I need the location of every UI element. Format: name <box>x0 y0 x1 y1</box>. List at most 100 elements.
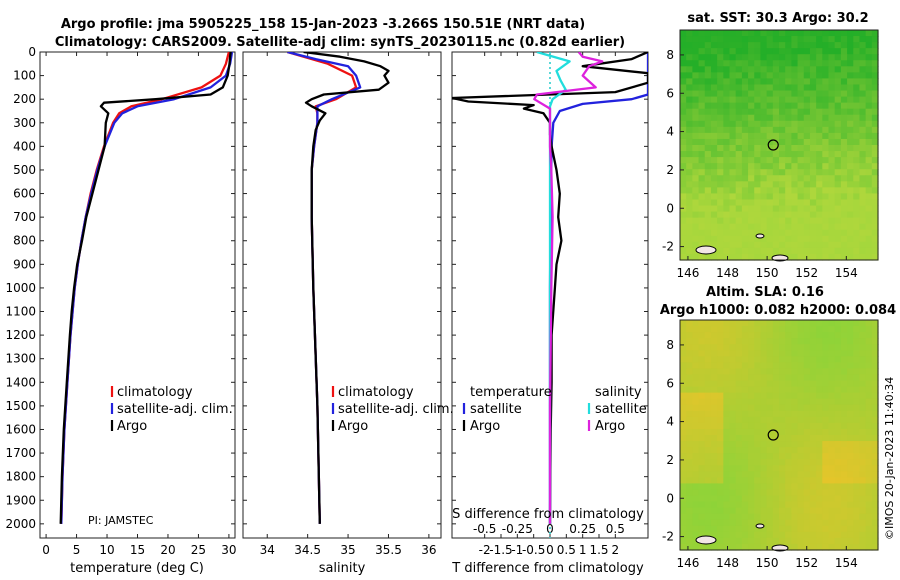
map-cell <box>847 501 854 509</box>
map-cell <box>692 211 700 219</box>
map-cell <box>853 507 861 515</box>
map-cell <box>847 145 854 152</box>
map-cell <box>741 543 749 551</box>
map-cell <box>735 90 743 98</box>
map-cell <box>797 525 805 533</box>
map-cell <box>680 229 687 237</box>
map-cell <box>704 320 712 327</box>
map-cell <box>840 205 848 213</box>
map-cell <box>853 356 861 363</box>
map-cell <box>692 120 700 128</box>
map-cell <box>686 447 693 454</box>
sst-map-frame <box>679 29 879 261</box>
map-cell <box>822 247 830 255</box>
map-cell <box>803 151 811 158</box>
map-cell <box>748 205 755 213</box>
map-cell <box>785 441 792 448</box>
map-cell <box>785 78 792 86</box>
map-cell <box>748 114 755 122</box>
map-cell <box>772 199 780 207</box>
map-cell <box>834 404 842 412</box>
map-cell <box>772 108 780 116</box>
map-cell <box>754 187 762 195</box>
map-cell <box>741 374 749 382</box>
map-cell <box>748 30 755 37</box>
map-cell <box>680 223 687 231</box>
map-cell <box>865 48 873 55</box>
map-cell <box>704 84 712 92</box>
map-cell <box>692 30 700 37</box>
map-cell <box>717 181 724 188</box>
map-cell <box>797 96 805 104</box>
map-cell <box>766 392 774 400</box>
map-cell <box>741 386 749 394</box>
map-cell <box>704 223 712 231</box>
map-cell <box>698 54 706 61</box>
map-cell <box>704 241 712 249</box>
map-cell <box>723 138 731 146</box>
map-cell <box>865 145 873 152</box>
map-cell <box>834 519 842 527</box>
map-cell <box>822 108 830 116</box>
map-cell <box>692 175 700 182</box>
map-cell <box>779 102 786 110</box>
map-cell <box>865 447 873 454</box>
map-cell <box>809 410 817 418</box>
map-cell <box>748 543 755 551</box>
map-cell <box>847 90 854 98</box>
map-cell <box>729 380 737 388</box>
map-cell <box>785 96 792 104</box>
map-cell <box>692 519 700 527</box>
map-cell <box>797 181 805 188</box>
map-cell <box>760 543 768 551</box>
map-cell <box>803 90 811 98</box>
map-cell <box>871 42 879 49</box>
map-cell <box>809 114 817 122</box>
map-cell <box>723 374 731 382</box>
map-cell <box>710 175 718 182</box>
map-cell <box>816 151 823 158</box>
map-cell <box>840 531 848 539</box>
map-cell <box>828 495 836 503</box>
island-outline <box>695 535 717 545</box>
map-cell <box>803 193 811 201</box>
map-cell <box>803 120 811 128</box>
map-cell <box>698 126 706 134</box>
map-cell <box>686 495 693 503</box>
map-cell <box>748 132 755 140</box>
map-cell <box>735 126 743 134</box>
map-cell <box>735 453 743 460</box>
map-cell <box>859 531 867 539</box>
map-cell <box>779 78 786 86</box>
map-cell <box>686 90 693 98</box>
map-cell <box>840 435 848 442</box>
map-cell <box>822 465 830 472</box>
map-cell <box>754 151 762 158</box>
map-cell <box>791 332 799 339</box>
map-cell <box>834 410 842 418</box>
map-cell <box>865 247 873 255</box>
map-cell <box>853 84 861 92</box>
map-cell <box>754 60 762 67</box>
map-cell <box>791 175 799 182</box>
map-cell <box>791 211 799 219</box>
map-cell <box>760 181 768 188</box>
map-cell <box>809 108 817 116</box>
map-cell <box>766 241 774 249</box>
map-cell <box>840 380 848 388</box>
map-cell <box>853 392 861 400</box>
map-cell <box>847 72 854 80</box>
map-cell <box>772 132 780 140</box>
map-cell <box>871 181 879 188</box>
map-cell <box>853 428 861 436</box>
map-cell <box>710 30 718 37</box>
map-cell <box>735 163 743 170</box>
map-cell <box>809 42 817 49</box>
map-cell <box>853 102 861 110</box>
map-cell <box>871 350 879 357</box>
map-cell <box>692 543 700 551</box>
map-cell <box>704 48 712 55</box>
map-cell <box>741 447 749 454</box>
map-cell <box>779 247 786 255</box>
map-cell <box>723 60 731 67</box>
